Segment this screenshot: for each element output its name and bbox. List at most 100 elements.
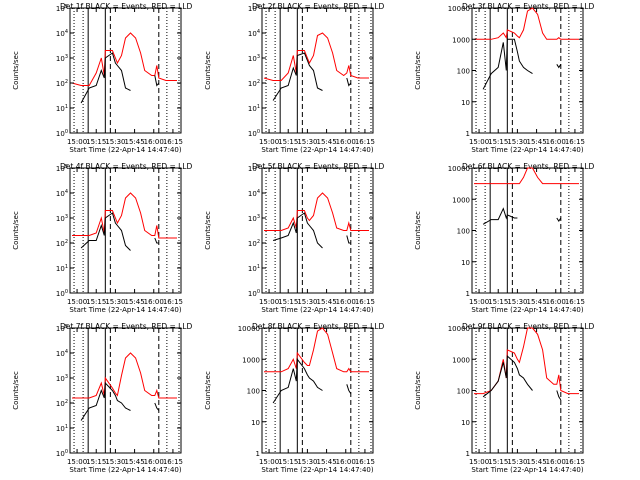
- events-series-line: [272, 212, 351, 249]
- x-tick-label: 16:00: [546, 458, 566, 466]
- y-axis-label: Counts/sec: [12, 211, 20, 250]
- y-tick-label: 104: [56, 29, 68, 38]
- y-tick-label: 100: [457, 68, 470, 76]
- x-tick-label: 15:00: [67, 458, 87, 466]
- y-tick-label: 103: [56, 214, 68, 223]
- events-series-line: [272, 357, 352, 404]
- chart-title: Det 8f BLACK = Events, RED = LLD: [252, 322, 385, 331]
- lld-series-line: [474, 7, 579, 40]
- y-tick-label: 103: [56, 374, 68, 383]
- y-tick-label: 100: [457, 228, 470, 236]
- events-series-line: [80, 212, 159, 251]
- y-tick-label: 100: [248, 289, 260, 298]
- chart-title: Det 4f BLACK = Events, RED = LLD: [60, 162, 193, 171]
- y-tick-label: 105: [248, 4, 260, 13]
- y-axis-label: Counts/sec: [12, 371, 20, 410]
- y-tick-label: 100: [56, 289, 68, 298]
- y-tick-label: 101: [56, 424, 68, 433]
- x-tick-label: 15:15: [488, 138, 508, 146]
- x-tick-label: 15:45: [124, 298, 144, 306]
- y-axis-label: Counts/sec: [204, 51, 212, 90]
- y-axis-label: Counts/sec: [12, 51, 20, 90]
- y-axis-label: Counts/sec: [204, 211, 212, 250]
- plot-frame: [69, 7, 182, 134]
- chart-panel-2: Det 2f BLACK = Events, RED = LLD 100 101 10…: [204, 2, 385, 154]
- y-axis-label: Counts/sec: [204, 371, 212, 410]
- x-tick-label: 15:00: [259, 298, 279, 306]
- y-tick-label: 10: [461, 259, 470, 267]
- x-tick-label: 15:00: [67, 298, 87, 306]
- x-tick-label: 16:15: [565, 458, 585, 466]
- chart-title: Det 1f BLACK = Events, RED = LLD: [60, 2, 193, 11]
- x-axis-label: Start Time (22-Apr-14 14:47:40): [471, 306, 583, 314]
- x-tick-label: 15:30: [297, 138, 317, 146]
- y-tick-label: 100: [248, 129, 260, 138]
- y-axis-label: Counts/sec: [414, 51, 422, 90]
- y-tick-label: 102: [248, 79, 260, 88]
- y-tick-label: 1: [466, 130, 470, 138]
- y-tick-label: 103: [248, 214, 260, 223]
- plot-frame: [471, 167, 584, 294]
- events-series-line: [80, 381, 160, 421]
- y-tick-label: 10000: [448, 325, 470, 333]
- y-tick-label: 10: [251, 419, 260, 427]
- plot-frame: [261, 327, 374, 454]
- x-tick-label: 16:15: [355, 458, 375, 466]
- x-axis-label: Start Time (22-Apr-14 14:47:40): [261, 306, 373, 314]
- y-tick-label: 105: [56, 4, 68, 13]
- y-tick-label: 101: [56, 104, 68, 113]
- x-tick-label: 15:15: [278, 138, 298, 146]
- y-tick-label: 10000: [448, 165, 470, 173]
- x-tick-label: 15:30: [507, 298, 527, 306]
- x-axis-label: Start Time (22-Apr-14 14:47:40): [69, 466, 181, 474]
- x-tick-label: 15:45: [124, 458, 144, 466]
- x-tick-label: 15:00: [469, 298, 489, 306]
- x-tick-label: 15:45: [316, 298, 336, 306]
- events-series-line: [80, 52, 160, 104]
- lld-series-line: [72, 352, 177, 399]
- chart-title: Det 5f BLACK = Events, RED = LLD: [252, 162, 385, 171]
- y-tick-label: 105: [248, 164, 260, 173]
- x-tick-label: 15:45: [316, 458, 336, 466]
- lld-series-line: [264, 327, 369, 373]
- events-series-line: [482, 38, 562, 90]
- x-tick-label: 15:00: [259, 458, 279, 466]
- x-tick-label: 15:00: [469, 458, 489, 466]
- x-tick-label: 15:45: [316, 138, 336, 146]
- y-tick-label: 102: [56, 79, 68, 88]
- x-tick-label: 15:15: [278, 298, 298, 306]
- x-tick-label: 16:15: [355, 138, 375, 146]
- chart-panel-9: Det 9f BLACK = Events, RED = LLD 1 10 100 10…: [414, 322, 595, 474]
- chart-title: Det 7f BLACK = Events, RED = LLD: [60, 322, 193, 331]
- chart-panel-8: Det 8f BLACK = Events, RED = LLD 1 10 100 10…: [204, 322, 385, 474]
- chart-title: Det 2f BLACK = Events, RED = LLD: [252, 2, 385, 11]
- y-tick-label: 101: [248, 104, 260, 113]
- x-tick-label: 16:15: [565, 298, 585, 306]
- x-tick-label: 16:15: [163, 138, 183, 146]
- y-tick-label: 102: [248, 239, 260, 248]
- y-tick-label: 102: [56, 399, 68, 408]
- x-tick-label: 15:30: [297, 458, 317, 466]
- chart-title: Det 6f BLACK = Events, RED = LLD: [462, 162, 595, 171]
- x-tick-label: 15:30: [105, 458, 125, 466]
- y-tick-label: 1: [466, 450, 470, 458]
- x-tick-label: 15:45: [526, 298, 546, 306]
- y-tick-label: 100: [457, 388, 470, 396]
- x-tick-label: 15:30: [507, 138, 527, 146]
- plot-frame: [69, 167, 182, 294]
- x-axis-label: Start Time (22-Apr-14 14:47:40): [471, 466, 583, 474]
- plot-frame: [261, 167, 374, 294]
- x-tick-label: 15:30: [507, 458, 527, 466]
- x-axis-label: Start Time (22-Apr-14 14:47:40): [471, 146, 583, 154]
- x-tick-label: 16:00: [546, 138, 566, 146]
- x-tick-label: 16:00: [336, 138, 356, 146]
- lld-series-line: [72, 192, 177, 239]
- x-tick-label: 15:15: [488, 458, 508, 466]
- y-tick-label: 104: [248, 189, 260, 198]
- y-tick-label: 1: [466, 290, 470, 298]
- x-axis-label: Start Time (22-Apr-14 14:47:40): [69, 146, 181, 154]
- chart-panel-7: Det 7f BLACK = Events, RED = LLD 100 101 10…: [12, 322, 193, 474]
- y-tick-label: 104: [56, 189, 68, 198]
- y-tick-label: 101: [248, 264, 260, 273]
